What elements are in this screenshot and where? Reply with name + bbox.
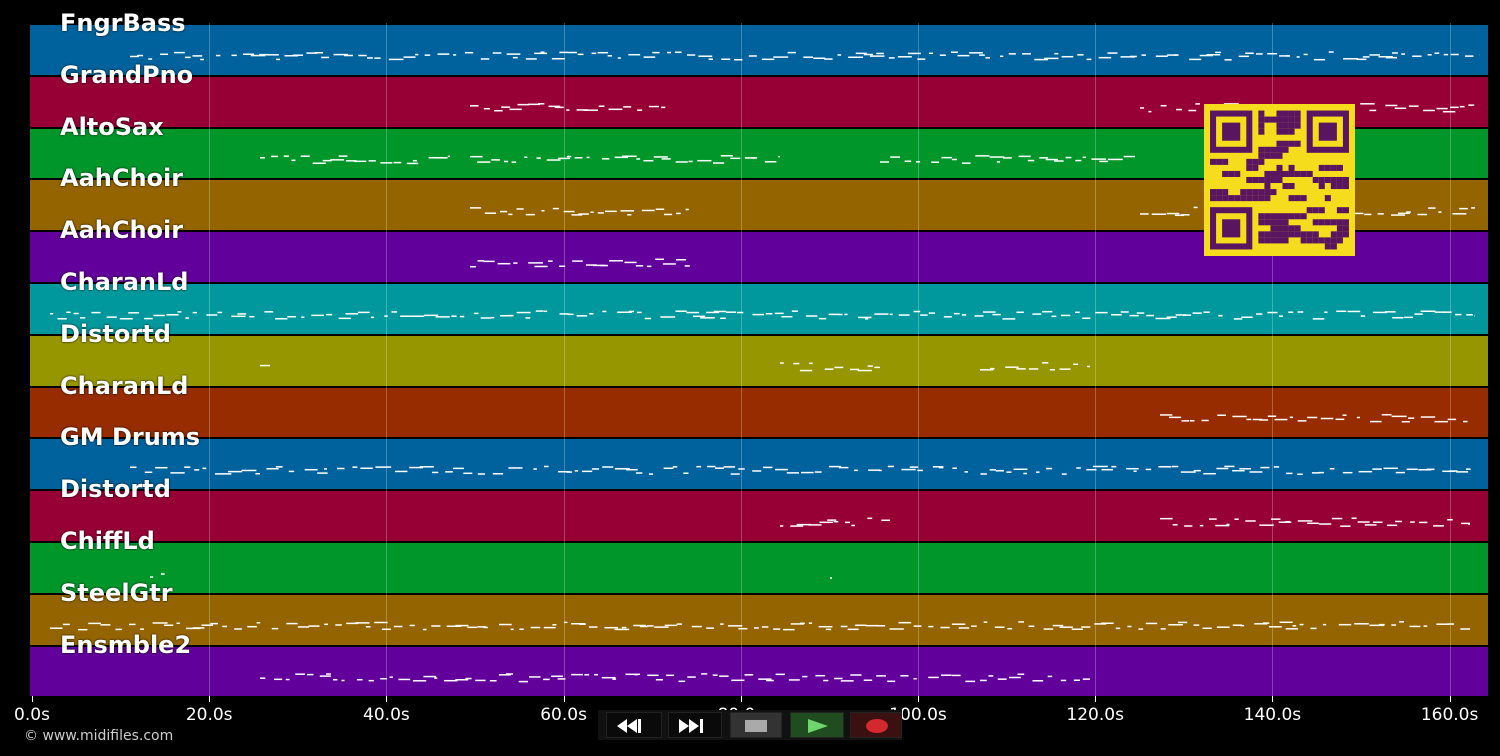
tick-mark [563, 696, 565, 702]
track-label: CharanLd [60, 268, 189, 296]
track-label: CharanLd [60, 371, 189, 400]
rewind-button[interactable] [606, 712, 662, 738]
track-lane[interactable]: GM Drums [30, 423, 1488, 490]
track-lane[interactable]: ChiffLd [30, 527, 1488, 593]
tick-mark [386, 696, 388, 702]
track-label: AahChoir [60, 216, 184, 245]
track-label: ChiffLd [60, 527, 155, 555]
transport-bar [598, 710, 902, 740]
tick-label: 100.0s [889, 705, 947, 725]
stop-icon [745, 720, 767, 732]
track-label: Distortd [60, 319, 171, 348]
track-lane[interactable]: CharanLd [30, 372, 1488, 438]
track-label: GrandPno [60, 60, 194, 89]
track-label: GM Drums [60, 423, 201, 452]
record-icon [866, 719, 888, 733]
track-lanes: FngrBass GrandPno AltoSax AahChoir AahChoir C… [30, 9, 1488, 697]
tick-mark [209, 696, 211, 702]
track-label: Distortd [60, 475, 171, 504]
fast-forward-icon [679, 719, 703, 733]
tick-mark [1095, 696, 1097, 702]
track-lane[interactable]: FngrBass [30, 9, 1488, 75]
tick-label: 140.0s [1243, 705, 1302, 725]
tick-mark [32, 696, 33, 702]
tick-label: 40.0s [363, 705, 410, 725]
track-lane[interactable]: SteelGtr [30, 579, 1488, 645]
track-label: AltoSax [60, 112, 164, 141]
tick-mark [1449, 696, 1451, 702]
record-button[interactable] [850, 712, 902, 738]
copyright-text: © www.midifiles.com [24, 728, 174, 744]
play-icon [808, 719, 828, 733]
tick-label: 0.0s [14, 705, 50, 725]
rewind-icon [617, 719, 641, 733]
track-lane[interactable]: Distortd [30, 320, 1488, 386]
tick-mark [740, 696, 742, 702]
tick-mark [1272, 696, 1274, 702]
fast-forward-button[interactable] [668, 712, 722, 738]
tick-label: 60.0s [540, 705, 587, 725]
play-button[interactable] [790, 712, 844, 738]
track-lane[interactable]: Distortd [30, 475, 1488, 541]
tick-label: 120.0s [1066, 705, 1124, 725]
track-label: SteelGtr [60, 578, 173, 607]
track-label: FngrBass [60, 9, 186, 37]
tick-mark [918, 696, 919, 702]
track-lane[interactable]: CharanLd [30, 268, 1488, 334]
tick-label: 20.0s [185, 705, 233, 725]
qr-code-icon [1204, 104, 1355, 256]
tick-label: 160.0s [1420, 705, 1479, 725]
track-lane[interactable]: Ensmble2 [30, 631, 1488, 697]
stop-button[interactable] [730, 712, 782, 738]
timeline-axis: 0.0s20.0s40.0s60.0s80.0s100.0s120.0s140.… [0, 705, 1500, 729]
track-label: Ensmble2 [60, 630, 192, 659]
track-label: AahChoir [60, 164, 184, 193]
